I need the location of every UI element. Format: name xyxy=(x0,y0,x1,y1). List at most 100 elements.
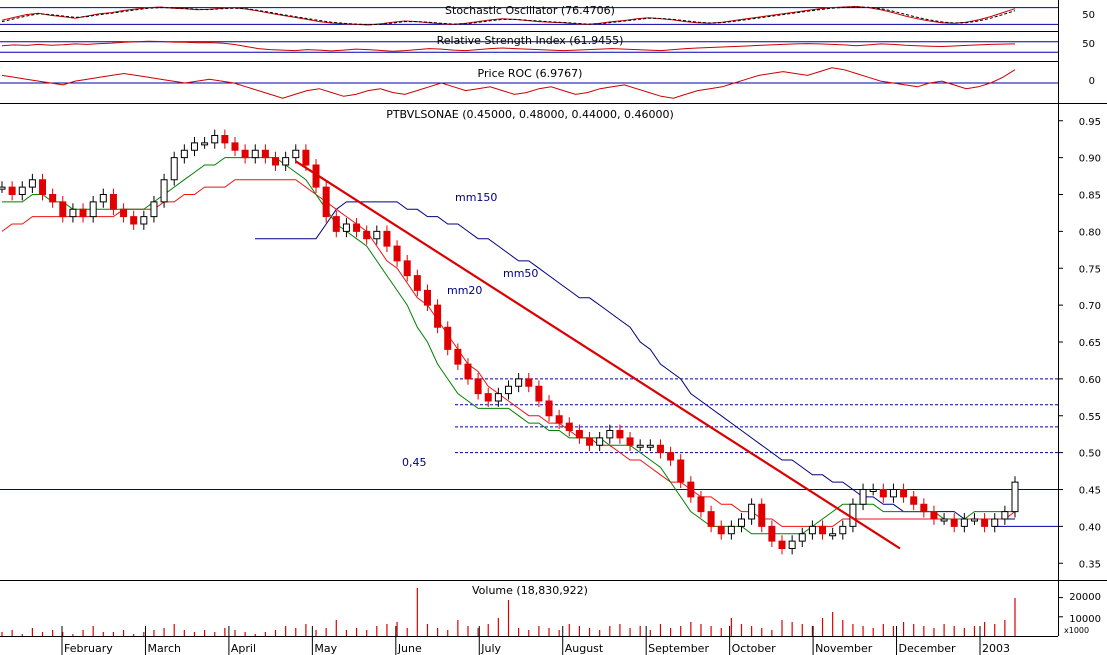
month-label: September xyxy=(648,642,709,655)
price-bar xyxy=(889,489,897,498)
price-bar xyxy=(231,142,239,151)
price-bar xyxy=(322,186,330,218)
price-bar xyxy=(393,245,401,262)
price-bar xyxy=(251,149,259,159)
month-label: 2003 xyxy=(982,642,1010,655)
roc-title: Price ROC (6.9767) xyxy=(478,67,583,80)
price-bar xyxy=(1001,511,1009,520)
price-bar xyxy=(677,459,685,483)
panel-frames xyxy=(0,0,1107,637)
stochastic-panel: Stochastic Oscillator (76.4706) 50 xyxy=(0,4,1095,26)
price-bar xyxy=(626,437,634,446)
month-label: July xyxy=(480,642,501,655)
price-bar xyxy=(515,378,523,387)
price-bar xyxy=(211,135,219,144)
price-bar xyxy=(505,385,512,395)
price-bar xyxy=(180,149,188,159)
price-bar xyxy=(39,179,47,195)
roc-series xyxy=(1,67,1016,99)
price-bar xyxy=(49,194,57,203)
price-bar xyxy=(565,422,573,431)
price-bar xyxy=(444,326,452,350)
rsi-panel: Relative Strength Index (61.9455) 50 xyxy=(0,34,1095,53)
price-bar xyxy=(403,260,411,277)
volume-tick-label: 10000 xyxy=(1069,614,1101,625)
price-tick-label: 0.80 xyxy=(1079,227,1101,238)
price-bar xyxy=(363,230,371,240)
price-bar xyxy=(69,208,77,218)
price-tick-label: 0.40 xyxy=(1079,522,1101,533)
price-tick-label: 0.60 xyxy=(1079,375,1101,386)
price-tick-label: 0.85 xyxy=(1079,191,1101,202)
price-bar xyxy=(423,289,431,306)
price-bar xyxy=(28,179,36,188)
price-bar xyxy=(575,430,583,439)
rsi-title: Relative Strength Index (61.9455) xyxy=(437,34,624,47)
price-bar xyxy=(849,503,857,527)
time-axis: February March April May June July August Septe… xyxy=(61,626,1010,655)
mm150-label: mm150 xyxy=(455,191,497,204)
price-tick-label: 0.75 xyxy=(1079,264,1101,275)
price-y-axis: 0.35 0.40 0.45 0.50 0.55 0.60 0.65 0.70 0.75 0.80… xyxy=(1058,117,1101,570)
price-bar xyxy=(241,149,249,159)
price-bar xyxy=(221,135,229,144)
price-bar xyxy=(788,540,796,549)
price-bar xyxy=(261,149,269,159)
month-label: June xyxy=(397,642,422,655)
month-label: November xyxy=(815,642,873,655)
price-bar xyxy=(8,186,16,195)
price-bar xyxy=(748,503,756,520)
price-bar xyxy=(59,201,67,218)
moving-averages xyxy=(1,157,1016,535)
price-bar xyxy=(434,304,442,328)
price-bar xyxy=(545,400,553,417)
volume-bars xyxy=(1,588,1063,636)
price-bar xyxy=(768,525,776,542)
price-bar xyxy=(646,444,654,448)
price-bar xyxy=(839,525,847,535)
price-bar xyxy=(950,518,958,527)
price-bar xyxy=(697,496,705,513)
price-bar xyxy=(930,511,938,520)
month-label: March xyxy=(147,642,181,655)
price-bar xyxy=(798,533,806,542)
rsi-line xyxy=(1,40,1016,52)
price-bar xyxy=(758,503,766,527)
price-bar xyxy=(525,378,533,387)
price-bar xyxy=(109,194,117,210)
month-label: October xyxy=(732,642,776,655)
price-bar xyxy=(373,230,381,240)
price-bar xyxy=(190,142,198,151)
price-tick-label: 0.35 xyxy=(1079,559,1101,570)
price-tick-label: 0.95 xyxy=(1079,117,1101,128)
trendline xyxy=(295,160,901,550)
price-bar xyxy=(687,481,695,498)
price-bar xyxy=(991,518,999,527)
price-bar xyxy=(454,348,462,365)
stochastic-line xyxy=(1,6,1016,26)
price-bar xyxy=(18,186,26,195)
price-bar xyxy=(464,363,472,380)
price-bar xyxy=(1011,481,1019,513)
price-bar xyxy=(272,157,280,166)
rsi-series xyxy=(1,40,1016,52)
stochastic-tick-label: 50 xyxy=(1082,10,1095,21)
price-bar xyxy=(140,216,148,225)
price-bar xyxy=(170,157,178,181)
price-title: PTBVLSONAE (0.45000, 0.48000, 0.44000, 0… xyxy=(386,108,674,121)
stochastic-title: Stochastic Oscillator (76.4706) xyxy=(445,4,615,17)
price-tick-label: 0.90 xyxy=(1079,154,1101,165)
price-bar xyxy=(99,194,107,203)
price-bar xyxy=(829,533,837,537)
price-bar xyxy=(535,385,543,402)
mm150-line xyxy=(255,201,1015,520)
price-bar xyxy=(920,503,928,513)
price-bar xyxy=(150,201,158,218)
price-bar xyxy=(616,430,624,439)
price-bar xyxy=(859,489,867,505)
price-bar xyxy=(120,208,128,218)
price-bar xyxy=(981,518,989,527)
level-label: 0,45 xyxy=(402,456,427,469)
price-tick-label: 0.45 xyxy=(1079,486,1101,497)
price-bar xyxy=(201,142,209,146)
